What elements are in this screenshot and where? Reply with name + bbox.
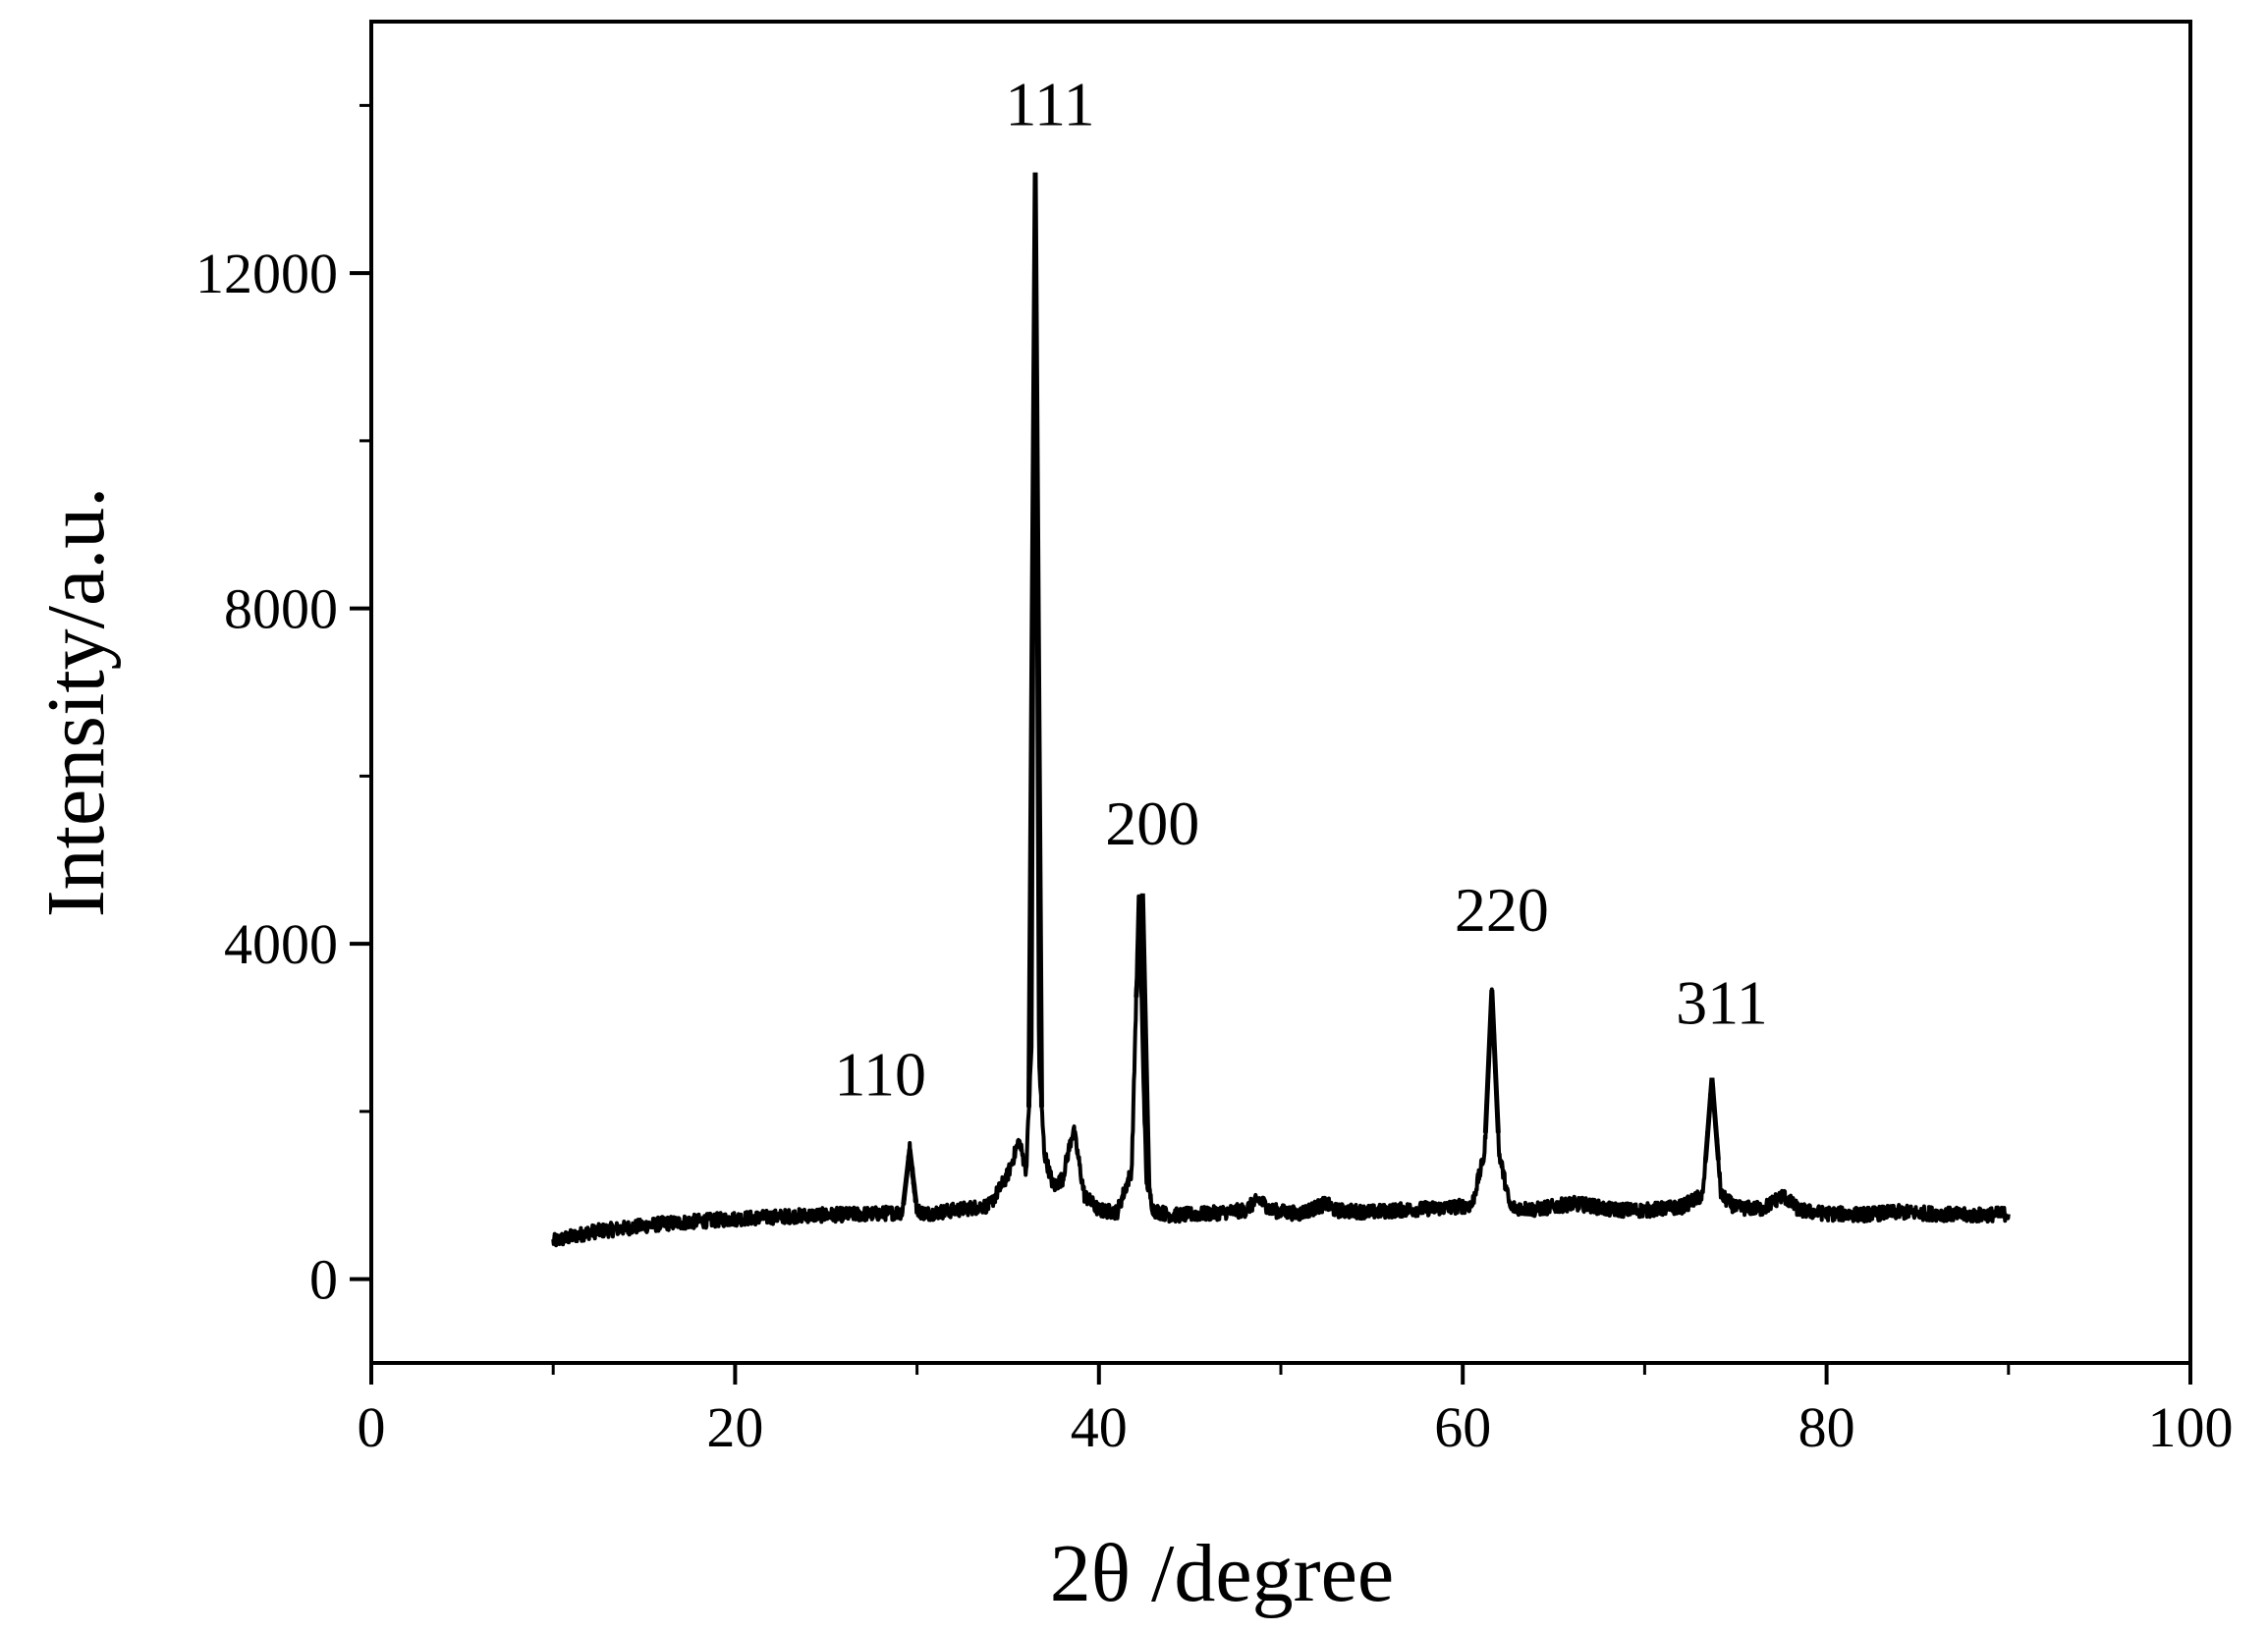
x-tick-label: 100 xyxy=(2148,1395,2234,1459)
peak-label-110: 110 xyxy=(834,1039,926,1109)
xrd-series-line xyxy=(551,193,2011,1248)
peak-label-111: 111 xyxy=(1005,70,1094,139)
x-tick-label: 80 xyxy=(1798,1395,1855,1459)
x-axis-ticks: 0 20 40 60 80 100 xyxy=(358,1363,2234,1459)
y-tick-label: 8000 xyxy=(224,577,338,641)
peak-label-200: 200 xyxy=(1105,789,1199,858)
y-tick-label: 0 xyxy=(309,1248,338,1312)
y-tick-label: 4000 xyxy=(224,912,338,976)
peak-label-311: 311 xyxy=(1676,968,1768,1038)
peak-spike xyxy=(1702,1077,1721,1161)
y-tick-label: 12000 xyxy=(195,242,338,305)
x-tick-label: 60 xyxy=(1434,1395,1491,1459)
y-axis-title: Intensity/a.u. xyxy=(30,487,122,918)
peak-spike xyxy=(901,1148,919,1205)
x-axis-title: 2θ /degree xyxy=(1050,1528,1394,1619)
peak-spike xyxy=(1025,172,1044,1108)
peak-spike xyxy=(1134,893,1152,1191)
plot-area: 0 20 40 60 80 100 0 4000 8000 12000 110 111 200 220… xyxy=(195,20,2234,1459)
peak-label-220: 220 xyxy=(1455,875,1549,945)
x-tick-label: 0 xyxy=(358,1395,386,1459)
y-axis-ticks: 0 4000 8000 12000 xyxy=(195,103,371,1312)
x-tick-label: 20 xyxy=(706,1395,763,1459)
x-tick-label: 40 xyxy=(1071,1395,1128,1459)
peak-annotations: 110 111 200 220 311 xyxy=(834,70,1767,1110)
peak-spike xyxy=(1482,989,1501,1133)
series-layer xyxy=(551,172,2011,1248)
